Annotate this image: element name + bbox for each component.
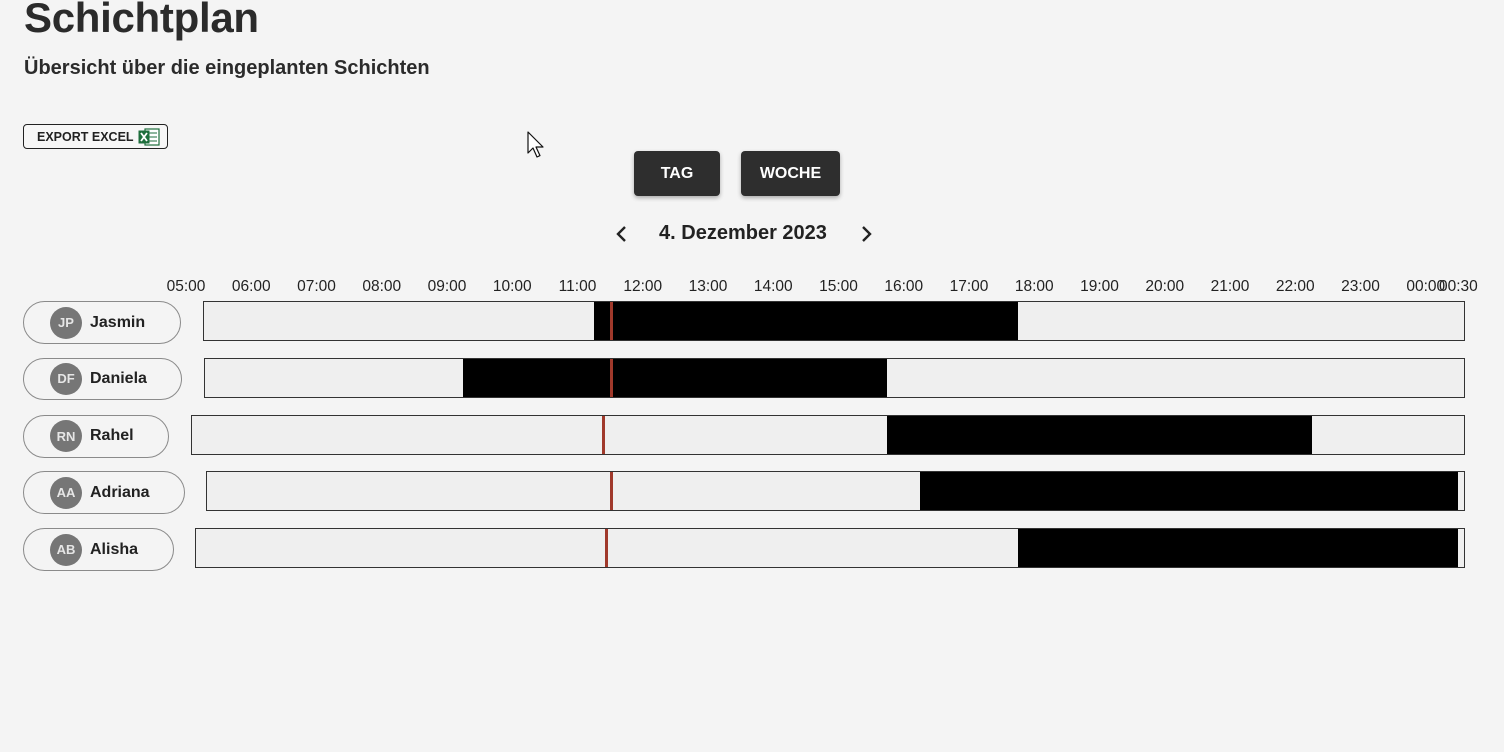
hour-label: 14:00 — [753, 278, 793, 295]
current-time-indicator — [602, 415, 606, 454]
employee-name: Jasmin — [90, 313, 146, 331]
mouse-pointer-icon — [527, 131, 544, 158]
hour-label: 22:00 — [1275, 278, 1315, 295]
hour-label: 19:00 — [1080, 278, 1119, 295]
shift-bar[interactable] — [463, 358, 888, 397]
current-time-indicator — [610, 302, 614, 340]
hour-label: 00:00 — [1406, 278, 1446, 295]
hour-label: 10:00 — [492, 278, 532, 295]
employee-adriana[interactable]: AA Adriana — [23, 471, 185, 515]
employee-name: Alisha — [90, 540, 139, 558]
hour-label: 17:00 — [949, 278, 989, 295]
hour-label: 00:30 — [1438, 278, 1478, 295]
shift-track — [206, 471, 1465, 512]
chevron-left-icon[interactable] — [610, 222, 634, 246]
employee-name: Daniela — [90, 369, 147, 387]
avatar: JP — [50, 306, 82, 339]
shift-track — [204, 357, 1465, 398]
hour-label: 15:00 — [819, 278, 858, 295]
hour-label: 20:00 — [1145, 278, 1185, 295]
hour-label: 23:00 — [1341, 278, 1380, 295]
view-day-button[interactable]: TAG — [634, 151, 720, 196]
current-time-indicator — [605, 529, 609, 568]
hour-label: 18:00 — [1014, 278, 1054, 295]
current-time-indicator — [610, 472, 614, 511]
hour-label: 12:00 — [623, 278, 663, 295]
export-excel-label: EXPORT EXCEL — [37, 129, 134, 144]
hour-label: 09:00 — [427, 278, 467, 295]
employee-alisha[interactable]: AB Alisha — [23, 528, 174, 572]
employee-jasmin[interactable]: JP Jasmin — [23, 301, 181, 344]
export-excel-button[interactable]: EXPORT EXCEL — [23, 124, 168, 149]
chevron-right-icon[interactable] — [854, 222, 878, 246]
page-title: Schichtplan — [24, 0, 259, 41]
avatar: DF — [50, 362, 82, 395]
avatar: RN — [50, 420, 82, 453]
shift-bar[interactable] — [593, 302, 1018, 340]
hour-label: 16:00 — [884, 278, 924, 295]
current-date: 4. Dezember 2023 — [659, 222, 827, 244]
current-time-indicator — [610, 358, 614, 397]
shift-track — [191, 414, 1465, 455]
shift-bar[interactable] — [1017, 529, 1459, 568]
avatar: AA — [50, 476, 82, 509]
employee-name: Adriana — [90, 483, 150, 501]
hour-label: 05:00 — [166, 278, 206, 295]
view-week-button[interactable]: WOCHE — [741, 151, 840, 196]
page-subtitle: Übersicht über die eingeplanten Schichte… — [24, 57, 430, 79]
shift-track — [195, 528, 1465, 569]
hour-label: 07:00 — [297, 278, 336, 295]
shift-bar[interactable] — [887, 415, 1312, 454]
employee-rahel[interactable]: RN Rahel — [23, 414, 169, 458]
employee-daniela[interactable]: DF Daniela — [23, 357, 182, 400]
hour-label: 13:00 — [688, 278, 728, 295]
hour-label: 11:00 — [558, 278, 597, 295]
hour-label: 21:00 — [1210, 278, 1250, 295]
hour-label: 08:00 — [362, 278, 402, 295]
excel-icon — [138, 127, 160, 146]
shift-track — [203, 301, 1465, 341]
shift-bar[interactable] — [920, 472, 1459, 511]
hour-label: 06:00 — [231, 278, 271, 295]
avatar: AB — [50, 533, 82, 566]
employee-name: Rahel — [90, 427, 134, 445]
